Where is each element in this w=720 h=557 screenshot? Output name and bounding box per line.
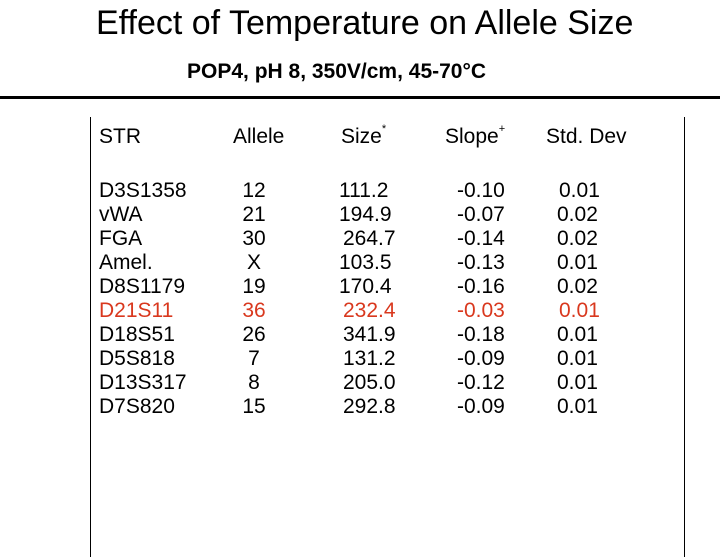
cell-slope: -0.16 bbox=[457, 275, 505, 298]
cell-stddev: 0.02 bbox=[557, 227, 598, 250]
cell-allele: 15 bbox=[242, 395, 266, 418]
cell-size: 131.2 bbox=[343, 347, 396, 370]
cell-str: FGA bbox=[99, 227, 143, 250]
cell-stddev: 0.01 bbox=[557, 323, 598, 346]
cell-stddev: 0.01 bbox=[557, 251, 598, 274]
data-table: STR Allele Size* Slope+ Std. Dev D3S1358… bbox=[90, 117, 685, 557]
cell-size: 292.8 bbox=[343, 395, 396, 418]
header-allele: Allele bbox=[233, 125, 285, 148]
cell-allele: 36 bbox=[242, 299, 266, 322]
cell-stddev: 0.02 bbox=[557, 203, 598, 226]
cell-allele: X bbox=[246, 251, 261, 274]
cell-slope: -0.10 bbox=[457, 179, 505, 202]
cell-str: Amel. bbox=[99, 251, 153, 274]
page-subtitle: POP4, pH 8, 350V/cm, 45-70°C bbox=[187, 60, 487, 83]
cell-allele: 7 bbox=[248, 347, 260, 370]
cell-size: 341.9 bbox=[343, 323, 396, 346]
cell-str: D8S1179 bbox=[99, 275, 186, 298]
cell-size: 232.4 bbox=[343, 299, 396, 322]
cell-slope: -0.09 bbox=[457, 395, 505, 418]
cell-stddev: 0.02 bbox=[557, 275, 598, 298]
cell-str: D13S317 bbox=[99, 371, 187, 394]
header-stddev: Std. Dev bbox=[546, 125, 627, 148]
cell-slope: -0.18 bbox=[457, 323, 505, 346]
cell-slope: -0.14 bbox=[457, 227, 505, 250]
cell-str: D21S11 bbox=[99, 299, 174, 322]
header-str: STR bbox=[99, 125, 141, 148]
slope-footnote-mark: + bbox=[498, 123, 506, 135]
cell-str: D7S820 bbox=[99, 395, 175, 418]
size-footnote-mark: * bbox=[381, 123, 387, 135]
cell-allele: 8 bbox=[248, 371, 260, 394]
cell-allele: 30 bbox=[242, 227, 266, 250]
cell-stddev: 0.01 bbox=[557, 371, 598, 394]
cell-allele: 19 bbox=[242, 275, 266, 298]
header-slope: Slope+ bbox=[445, 123, 506, 148]
cell-size: 205.0 bbox=[343, 371, 396, 394]
header-size: Size* bbox=[341, 123, 387, 148]
cell-str: D5S818 bbox=[99, 347, 175, 370]
cell-stddev: 0.01 bbox=[559, 179, 600, 202]
cell-stddev: 0.01 bbox=[557, 347, 598, 370]
cell-str: vWA bbox=[99, 203, 143, 226]
cell-str: D3S1358 bbox=[99, 179, 187, 202]
cell-slope: -0.03 bbox=[457, 299, 505, 322]
cell-stddev: 0.01 bbox=[559, 299, 600, 322]
cell-slope: -0.09 bbox=[457, 347, 505, 370]
cell-slope: -0.13 bbox=[457, 251, 505, 274]
cell-slope: -0.07 bbox=[457, 203, 505, 226]
cell-allele: 12 bbox=[242, 179, 266, 202]
cell-size: 103.5 bbox=[339, 251, 392, 274]
page-title: Effect of Temperature on Allele Size bbox=[96, 4, 634, 42]
cell-allele: 21 bbox=[242, 203, 266, 226]
cell-size: 264.7 bbox=[343, 227, 396, 250]
cell-str: D18S51 bbox=[99, 323, 175, 346]
cell-slope: -0.12 bbox=[457, 371, 505, 394]
cell-size: 111.2 bbox=[339, 179, 389, 202]
cell-size: 194.9 bbox=[339, 203, 392, 226]
title-divider bbox=[0, 96, 720, 99]
cell-stddev: 0.01 bbox=[557, 395, 598, 418]
cell-allele: 26 bbox=[242, 323, 266, 346]
cell-size: 170.4 bbox=[339, 275, 392, 298]
